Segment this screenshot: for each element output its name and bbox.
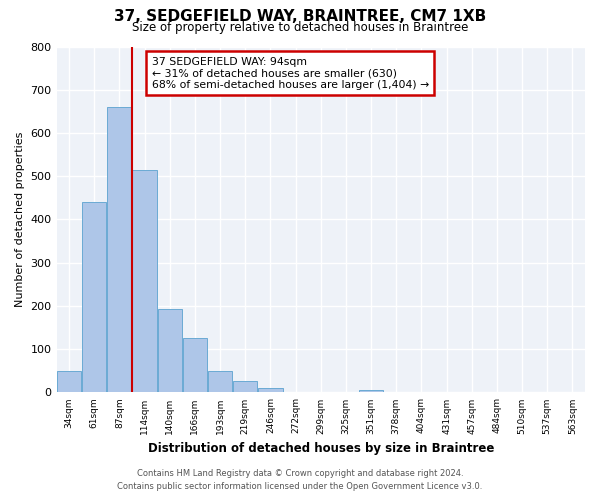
- Y-axis label: Number of detached properties: Number of detached properties: [15, 132, 25, 307]
- Text: Contains HM Land Registry data © Crown copyright and database right 2024.
Contai: Contains HM Land Registry data © Crown c…: [118, 469, 482, 491]
- Text: Size of property relative to detached houses in Braintree: Size of property relative to detached ho…: [132, 21, 468, 34]
- Bar: [183, 338, 207, 392]
- Bar: [359, 390, 383, 392]
- Bar: [258, 388, 283, 392]
- Bar: [82, 202, 106, 392]
- Bar: [133, 170, 157, 392]
- Bar: [107, 107, 131, 393]
- Text: 37 SEDGEFIELD WAY: 94sqm
← 31% of detached houses are smaller (630)
68% of semi-: 37 SEDGEFIELD WAY: 94sqm ← 31% of detach…: [152, 57, 429, 90]
- Text: 37, SEDGEFIELD WAY, BRAINTREE, CM7 1XB: 37, SEDGEFIELD WAY, BRAINTREE, CM7 1XB: [114, 9, 486, 24]
- Bar: [158, 309, 182, 392]
- Bar: [208, 371, 232, 392]
- Bar: [233, 381, 257, 392]
- Bar: [57, 371, 82, 392]
- X-axis label: Distribution of detached houses by size in Braintree: Distribution of detached houses by size …: [148, 442, 494, 455]
